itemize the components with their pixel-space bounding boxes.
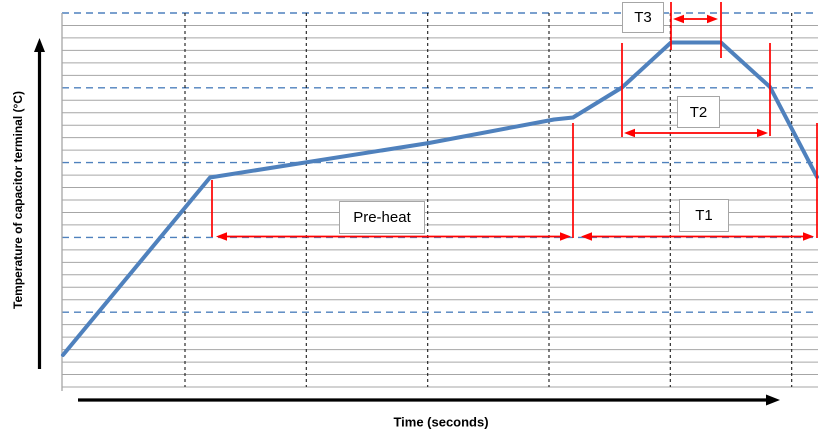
preheat-label-box: Pre-heat (339, 201, 425, 234)
t2-label-box: T2 (677, 96, 720, 128)
t1-label-box: T1 (679, 199, 729, 232)
t3-label-box: T3 (622, 2, 664, 33)
x-axis-title: Time (seconds) (393, 414, 489, 430)
y-axis-title: Temperature of capacitor terminal (°C) (11, 91, 25, 309)
